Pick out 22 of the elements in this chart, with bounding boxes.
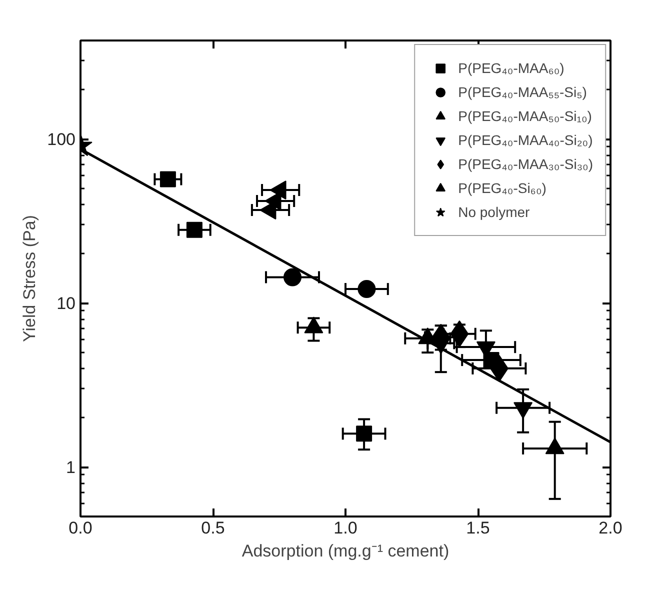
x-tick-label: 0.5 [201,518,225,538]
x-axis-title: Adsorption (mg.g⁻¹ cement) [242,542,450,560]
legend-label: P(PEG₄₀-MAA₅₅-Si₅) [458,84,587,100]
point [186,222,202,238]
legend-label: P(PEG₄₀-MAA₆₀) [458,60,564,76]
legend-label: No polymer [458,204,530,220]
point [160,171,176,188]
y-tick-label: 1 [66,458,76,478]
point [358,280,376,298]
legend-label: P(PEG₄₀-Si₆₀) [458,180,546,196]
x-tick-label: 1.0 [334,518,358,538]
y-tick-label: 100 [47,130,76,150]
y-tick-label: 10 [56,294,76,314]
point [284,268,302,286]
legend-label: P(PEG₄₀-MAA₅₀-Si₁₀) [458,108,592,124]
y-axis-title: Yield Stress (Pa) [20,215,40,342]
point [356,426,372,442]
x-tick-label: 0.0 [68,518,92,538]
x-tick-label: 1.5 [466,518,490,538]
x-tick-label: 2.0 [598,518,622,538]
legend-label: P(PEG₄₀-MAA₃₀-Si₃₀) [458,156,593,172]
legend-label: P(PEG₄₀-MAA₄₀-Si₂₀) [458,132,593,148]
